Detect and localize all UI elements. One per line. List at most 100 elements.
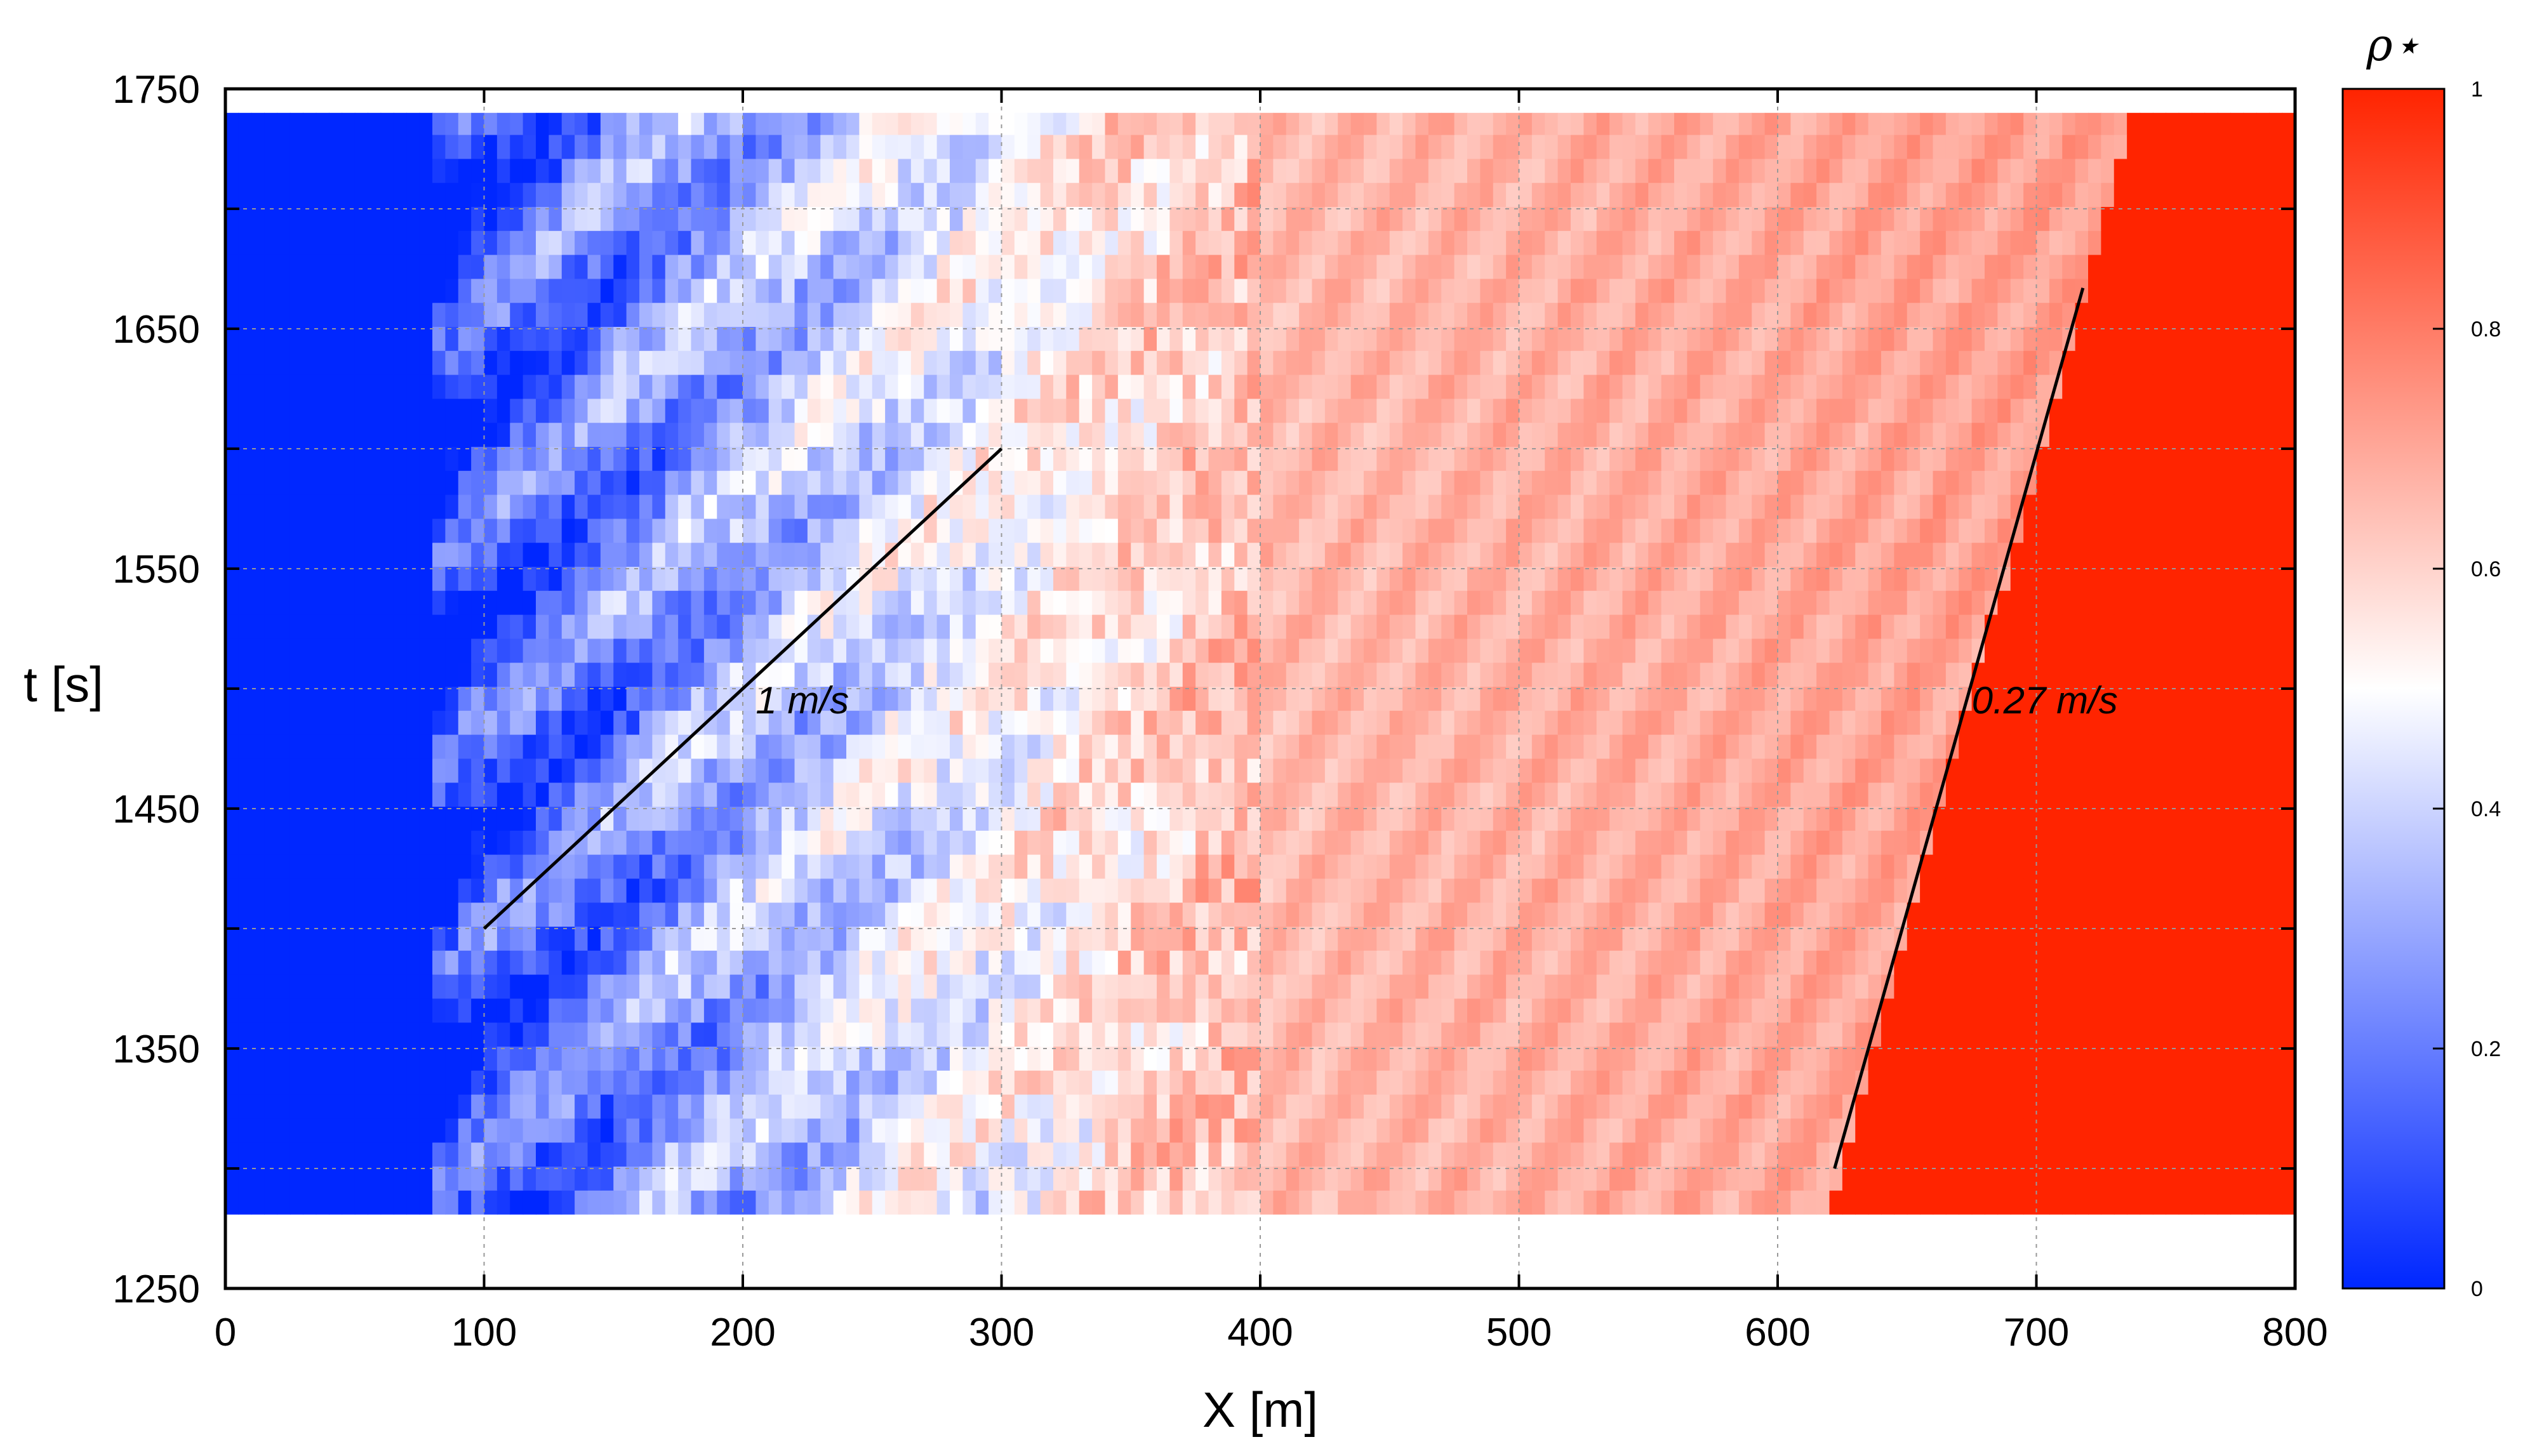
heatmap-cell [1079, 1118, 1093, 1143]
heatmap-cell [846, 806, 860, 831]
heatmap-cell [756, 926, 769, 951]
heatmap-cell [1829, 950, 1843, 975]
heatmap-cell [1609, 518, 1623, 543]
heatmap-cell [2088, 806, 2102, 831]
heatmap-cell [989, 998, 1002, 1023]
heatmap-cell [1726, 878, 1740, 903]
heatmap-cell [1506, 758, 1520, 783]
heatmap-cell [329, 590, 343, 615]
heatmap-cell [575, 1022, 589, 1047]
heatmap-cell [510, 1070, 524, 1095]
heatmap-cell [1829, 854, 1843, 879]
heatmap-cell [342, 902, 356, 927]
heatmap-cell [1519, 806, 1533, 831]
heatmap-cell [354, 1142, 368, 1167]
heatmap-cell [2010, 830, 2024, 855]
heatmap-cell [277, 1166, 291, 1191]
heatmap-cell [1402, 518, 1416, 543]
heatmap-cell [1790, 830, 1804, 855]
heatmap-cell [2088, 830, 2102, 855]
heatmap-cell [1195, 614, 1209, 639]
heatmap-cell [743, 854, 757, 879]
heatmap-cell [587, 902, 601, 927]
heatmap-cell [962, 734, 976, 759]
heatmap-cell [1092, 1190, 1106, 1215]
heatmap-cell [950, 734, 964, 759]
heatmap-cell [496, 950, 511, 975]
heatmap-cell [1260, 1070, 1274, 1095]
heatmap-cell [1402, 542, 1416, 567]
heatmap-cell [496, 830, 511, 855]
heatmap-cell [665, 830, 679, 855]
heatmap-cell [264, 974, 278, 999]
heatmap-cell [2062, 662, 2076, 687]
heatmap-cell [1894, 998, 1908, 1023]
heatmap-cell [303, 1190, 317, 1215]
heatmap-cell [859, 518, 873, 543]
heatmap-cell [368, 902, 382, 927]
heatmap-cell [794, 950, 808, 975]
heatmap-cell [1415, 950, 1429, 975]
heatmap-cell [2010, 1142, 2024, 1167]
heatmap-cell [1312, 1070, 1326, 1095]
heatmap-cell [1208, 998, 1222, 1023]
heatmap-cell [1920, 638, 1934, 663]
heatmap-cell [1182, 1142, 1196, 1167]
heatmap-cell [445, 854, 459, 879]
heatmap-cell [1687, 590, 1701, 615]
heatmap-cell [613, 1190, 627, 1215]
heatmap-cell [962, 686, 976, 711]
heatmap-cell [859, 926, 873, 951]
heatmap-cell [536, 1118, 550, 1143]
heatmap-cell [1001, 806, 1015, 831]
heatmap-cell [1079, 854, 1093, 879]
heatmap-cell [962, 974, 976, 999]
heatmap-cell [1506, 662, 1520, 687]
heatmap-cell [238, 662, 252, 687]
heatmap-cell [523, 926, 536, 951]
heatmap-cell [1920, 1022, 1934, 1047]
heatmap-cell [471, 998, 485, 1023]
heatmap-cell [368, 470, 382, 495]
heatmap-cell [549, 806, 563, 831]
heatmap-cell [1609, 950, 1623, 975]
heatmap-cell [1635, 566, 1649, 591]
heatmap-cell [1105, 1190, 1119, 1215]
heatmap-cell [1364, 950, 1378, 975]
heatmap-cell [2192, 1070, 2206, 1095]
heatmap-cell [2192, 1094, 2206, 1119]
heatmap-cell [1454, 1118, 1468, 1143]
heatmap-cell [975, 854, 989, 879]
heatmap-cell [2049, 830, 2063, 855]
heatmap-cell [1816, 782, 1830, 807]
heatmap-cell [342, 566, 356, 591]
heatmap-cell [1182, 950, 1196, 975]
heatmap-cell [1661, 614, 1675, 639]
heatmap-cell [1842, 950, 1856, 975]
heatmap-cell [1764, 614, 1778, 639]
heatmap-cell [1169, 1166, 1183, 1191]
heatmap-cell [807, 566, 822, 591]
heatmap-cell [613, 1046, 627, 1071]
heatmap-cell [225, 1118, 239, 1143]
heatmap-cell [1713, 998, 1727, 1023]
heatmap-cell [406, 686, 420, 711]
heatmap-cell [962, 1190, 976, 1215]
heatmap-cell [2256, 902, 2270, 927]
heatmap-cell [342, 638, 356, 663]
heatmap-cell [962, 998, 976, 1023]
heatmap-cell [471, 926, 485, 951]
heatmap-cell [833, 1094, 847, 1119]
heatmap-cell [1182, 854, 1196, 879]
heatmap-cell [665, 782, 679, 807]
heatmap-cell [1260, 758, 1274, 783]
heatmap-cell [1945, 542, 1960, 567]
heatmap-cell [1402, 782, 1416, 807]
heatmap-cell [639, 638, 653, 663]
heatmap-cell [1803, 806, 1817, 831]
heatmap-cell [329, 782, 343, 807]
heatmap-cell [2023, 830, 2037, 855]
heatmap-cell [1596, 1046, 1610, 1071]
heatmap-cell [1531, 830, 1546, 855]
heatmap-cell [833, 470, 847, 495]
